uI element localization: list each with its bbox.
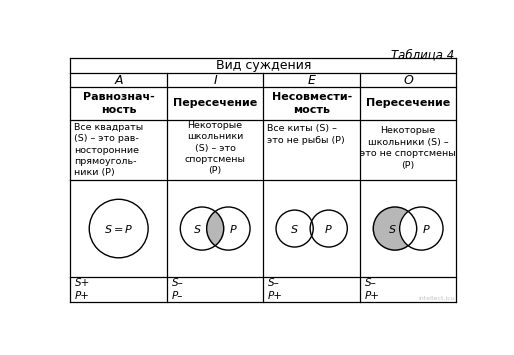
Text: Пересечение: Пересечение xyxy=(173,98,258,108)
Text: $S$: $S$ xyxy=(193,223,201,235)
Text: Несовмести-
мость: Несовмести- мость xyxy=(271,92,352,115)
Text: S–
P–: S– P– xyxy=(172,278,183,301)
Circle shape xyxy=(373,207,417,250)
Text: I: I xyxy=(213,74,217,87)
Text: $S$: $S$ xyxy=(388,223,397,235)
Text: S+
P+: S+ P+ xyxy=(75,278,90,301)
Polygon shape xyxy=(207,212,224,246)
Polygon shape xyxy=(399,212,417,246)
Text: S–
P+: S– P+ xyxy=(268,278,283,301)
Text: $S$: $S$ xyxy=(290,223,299,235)
Text: $S = P$: $S = P$ xyxy=(104,223,134,235)
Text: Пересечение: Пересечение xyxy=(366,98,450,108)
Text: $P$: $P$ xyxy=(421,223,430,235)
Text: Некоторые
школьники
(S) – это
спортсмены
(P): Некоторые школьники (S) – это спортсмены… xyxy=(185,121,246,175)
Text: A: A xyxy=(115,74,123,87)
Text: Все квадраты
(S) – это рав-
носторонние
прямоуголь-
ники (P): Все квадраты (S) – это рав- носторонние … xyxy=(75,123,143,178)
Text: E: E xyxy=(308,74,316,87)
Text: intellect.icu: intellect.icu xyxy=(418,296,455,301)
Text: Таблица 4: Таблица 4 xyxy=(391,48,454,61)
Text: S–
P+: S– P+ xyxy=(364,278,379,301)
Text: $P$: $P$ xyxy=(229,223,237,235)
Text: Некоторые
школьники (S) –
это не спортсмены
(P): Некоторые школьники (S) – это не спортсм… xyxy=(360,126,456,170)
Text: Все киты (S) –
это не рыбы (P): Все киты (S) – это не рыбы (P) xyxy=(267,124,345,145)
Text: O: O xyxy=(403,74,413,87)
Text: Равнознач-
ность: Равнознач- ность xyxy=(83,92,155,115)
Text: $P$: $P$ xyxy=(324,223,333,235)
Text: Вид суждения: Вид суждения xyxy=(216,59,311,72)
